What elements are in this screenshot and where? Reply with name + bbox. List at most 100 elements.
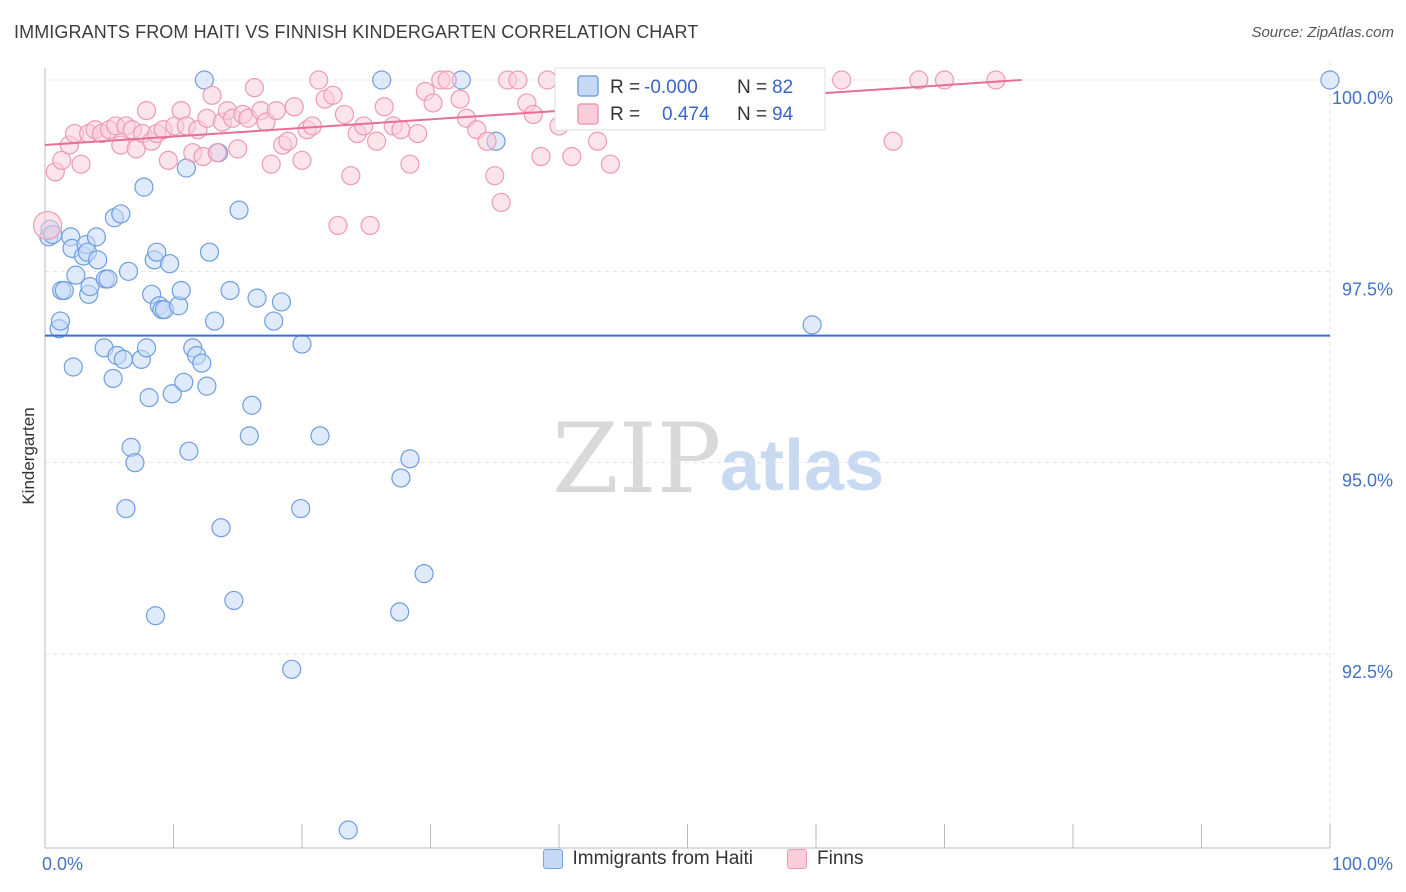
point-finns — [832, 70, 852, 90]
watermark: ZIP atlas — [552, 403, 884, 515]
point-finns — [158, 150, 178, 170]
point-haiti — [63, 357, 83, 377]
point-haiti — [80, 277, 100, 297]
point-finns — [32, 210, 63, 241]
point-finns — [491, 192, 511, 213]
legend-swatch-blue — [577, 75, 599, 97]
point-finns — [883, 131, 903, 151]
point-finns — [323, 85, 343, 105]
finns-swatch — [787, 849, 808, 869]
point-haiti — [390, 602, 410, 622]
y-tick-label: 95.0% — [1342, 471, 1393, 491]
point-haiti — [66, 265, 86, 285]
point-finns — [136, 101, 157, 121]
point-finns — [508, 70, 528, 90]
watermark-atlas: atlas — [720, 426, 884, 506]
point-haiti — [194, 70, 214, 90]
point-finns — [52, 150, 72, 170]
source-label: Source: ZipAtlas.com — [1251, 24, 1394, 41]
legend-r-value-1: -0.000 — [644, 77, 698, 98]
point-finns — [228, 139, 248, 159]
point-finns — [485, 166, 505, 186]
legend-r-value-2: 0.474 — [662, 104, 710, 125]
point-finns — [391, 120, 411, 140]
point-finns — [537, 70, 558, 90]
point-finns — [408, 123, 428, 144]
point-haiti — [211, 518, 231, 538]
axes — [44, 68, 1331, 849]
legend-n-label-2: N = — [737, 104, 767, 125]
point-haiti — [229, 200, 249, 220]
point-haiti — [111, 204, 131, 224]
point-haiti — [113, 349, 133, 369]
point-haiti — [145, 606, 166, 626]
y-tick-label: 97.5% — [1342, 279, 1393, 299]
point-finns — [450, 89, 470, 109]
point-haiti — [98, 269, 118, 289]
point-haiti — [174, 372, 194, 392]
point-haiti — [239, 426, 259, 446]
legend: R = -0.000 N = 82 R = 0.474 N = 94 — [554, 67, 826, 131]
x-tick-label: 100.0% — [1332, 854, 1393, 874]
point-haiti — [179, 441, 199, 461]
point-haiti — [292, 334, 312, 354]
point-haiti — [247, 288, 267, 308]
point-finns — [207, 143, 227, 163]
chart-title: IMMIGRANTS FROM HAITI VS FINNISH KINDERG… — [14, 22, 699, 42]
point-haiti — [136, 338, 157, 358]
point-haiti — [802, 315, 822, 335]
point-finns — [354, 116, 374, 136]
point-finns — [437, 70, 457, 90]
point-haiti — [147, 242, 167, 262]
point-haiti — [54, 280, 74, 301]
bottom-legend-label-haiti: Immigrants from Haiti — [572, 848, 754, 869]
point-finns — [600, 154, 621, 174]
point-haiti — [118, 261, 139, 281]
point-haiti — [291, 498, 311, 519]
point-finns — [71, 154, 91, 174]
point-finns — [278, 131, 298, 151]
x-tick-label: 0.0% — [42, 854, 83, 874]
point-haiti — [310, 426, 330, 446]
point-haiti — [134, 177, 154, 197]
point-haiti — [171, 280, 191, 301]
point-finns — [292, 150, 312, 170]
point-finns — [244, 78, 265, 98]
point-finns — [400, 154, 420, 174]
point-finns — [587, 131, 608, 151]
point-haiti — [192, 353, 212, 373]
point-haiti — [400, 449, 420, 469]
point-finns — [562, 146, 582, 167]
trend-lines — [44, 79, 1330, 337]
point-haiti — [103, 368, 123, 389]
point-haiti — [86, 227, 107, 247]
point-haiti — [197, 376, 217, 396]
point-finns — [986, 70, 1006, 90]
point-finns — [334, 104, 355, 125]
point-finns — [909, 70, 929, 90]
point-haiti — [162, 384, 182, 404]
point-haiti — [224, 590, 244, 611]
point-finns — [531, 146, 551, 167]
bottom-legend: Immigrants from Haiti Finns — [0, 848, 1406, 870]
legend-n-label-1: N = — [737, 77, 767, 98]
point-finns — [523, 104, 543, 125]
point-finns — [366, 131, 387, 151]
y-tick-label: 92.5% — [1342, 662, 1393, 682]
point-haiti — [205, 311, 225, 331]
axis-labels: 92.5% 95.0% 97.5% 100.0% 0.0% 100.0% Kindergar… — [19, 88, 1393, 874]
point-haiti — [220, 280, 240, 301]
point-haiti — [88, 250, 108, 270]
point-haiti — [391, 468, 411, 488]
point-haiti — [264, 311, 284, 331]
point-haiti — [125, 453, 145, 473]
point-haiti — [1320, 70, 1340, 90]
y-axis-title: Kindergarten — [19, 407, 38, 504]
haiti-swatch — [542, 849, 563, 869]
bottom-legend-item-finns: Finns — [787, 848, 864, 870]
point-finns — [360, 215, 380, 236]
grid — [45, 62, 1335, 848]
point-finns — [341, 166, 361, 186]
legend-swatch-pink — [577, 103, 599, 125]
